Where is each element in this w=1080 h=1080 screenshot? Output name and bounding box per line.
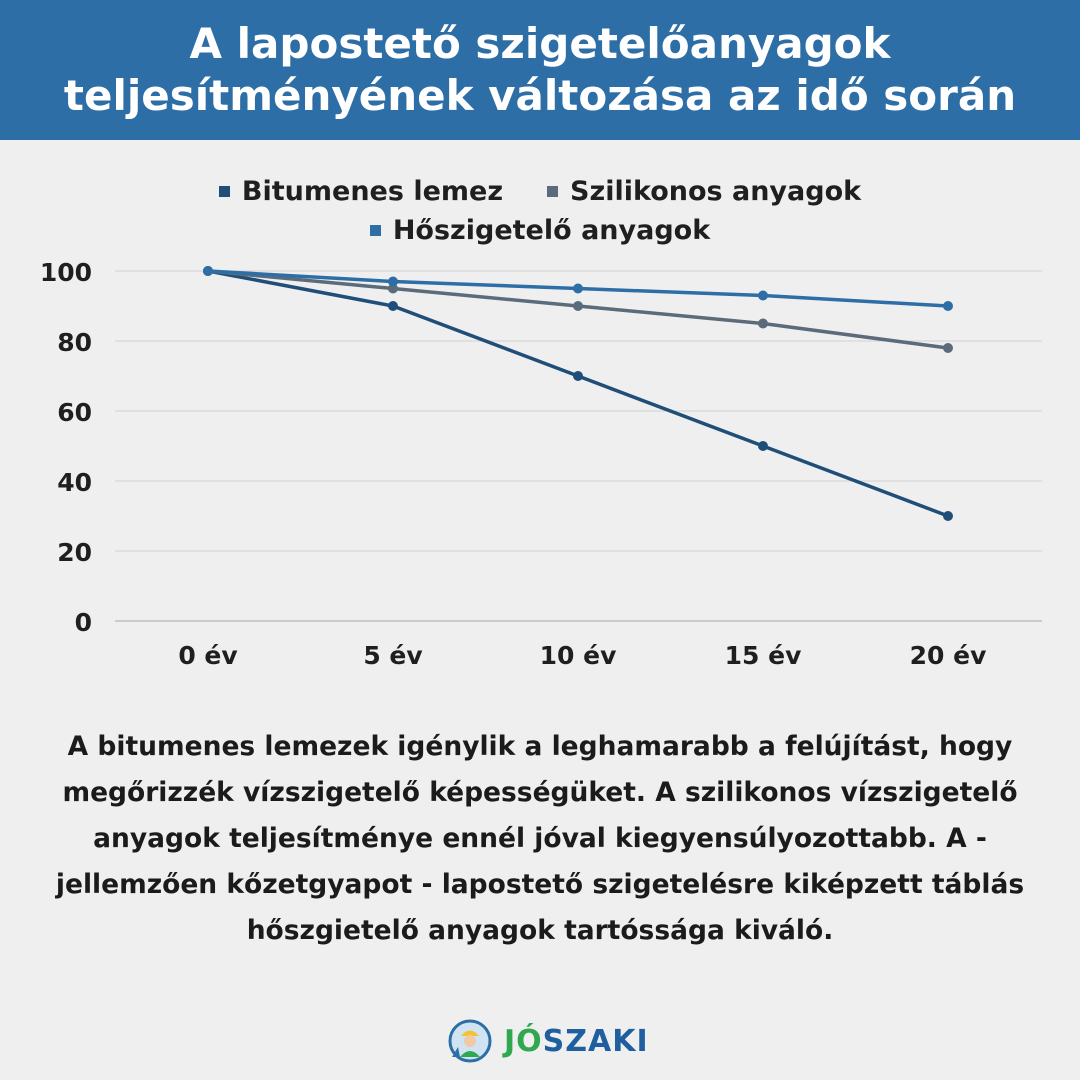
description-line-4: jellemzően kőzetgyapot - lapostető szige… [55, 869, 1025, 900]
legend-item-szilikonos: Szilikonos anyagok [547, 176, 861, 207]
logo-text: JÓSZAKI [504, 1024, 649, 1059]
description-line-5: hőszgietelő anyagok tartóssága kiváló. [246, 915, 834, 946]
x-tick-label-0: 0 év [178, 641, 237, 670]
x-tick-label-3: 15 év [725, 641, 802, 670]
logo-text-jo: JÓ [504, 1023, 543, 1059]
data-point-bitumenes-1 [388, 301, 398, 311]
legend-item-bitumenes: Bitumenes lemez [218, 176, 504, 207]
data-point-bitumenes-3 [758, 441, 768, 451]
data-point-hoszigetelo-2 [573, 283, 583, 294]
y-tick-label-60: 60 [57, 398, 92, 427]
data-point-szilikonos-1 [388, 283, 398, 294]
data-point-bitumenes-4 [943, 511, 953, 521]
title-line-1: A lapostető szigetelőanyagok [189, 19, 891, 68]
legend-label-szilikonos: Szilikonos anyagok [570, 176, 862, 207]
logo-text-szaki: SZAKI [542, 1023, 649, 1059]
y-tick-label-20: 20 [57, 538, 92, 567]
joszaki-logo: JÓSZAKI [446, 1016, 649, 1066]
title-banner: A lapostető szigetelőanyagok teljesítmén… [0, 0, 1080, 140]
legend-row-2: Hőszigetelő anyagok [0, 215, 1080, 246]
legend-row-1: Bitumenes lemez Szilikonos anyagok [0, 176, 1080, 207]
worker-avatar-icon [448, 1019, 492, 1063]
data-point-bitumenes-2 [573, 371, 583, 381]
y-tick-label-40: 40 [57, 468, 92, 497]
legend-label-hoszigetelo: Hőszigetelő anyagok [392, 215, 711, 246]
title-line-2: teljesítményének változása az idő során [63, 71, 1017, 120]
x-tick-label-1: 5 év [363, 641, 422, 670]
description: A bitumenes lemezek igénylik a leghamara… [20, 724, 1060, 954]
y-tick-label-0: 0 [75, 608, 92, 637]
legend-swatch-bitumenes [218, 186, 230, 197]
data-point-hoszigetelo-0 [203, 266, 213, 276]
data-point-szilikonos-2 [573, 301, 583, 311]
line-chart: 0 20 40 60 80 100 0 év 5 év 10 év 15 év 20 év [40, 258, 1042, 670]
y-tick-label-100: 100 [40, 258, 92, 287]
legend-item-hoszigetelo: Hőszigetelő anyagok [369, 215, 711, 246]
data-point-hoszigetelo-3 [758, 290, 768, 301]
description-line-1: A bitumenes lemezek igénylik a leghamara… [67, 731, 1013, 762]
legend-label-bitumenes: Bitumenes lemez [241, 176, 504, 207]
data-point-szilikonos-3 [758, 318, 768, 329]
y-tick-label-80: 80 [57, 328, 92, 357]
legend-swatch-hoszigetelo [369, 225, 381, 236]
x-tick-label-2: 10 év [540, 641, 617, 670]
legend-swatch-szilikonos [547, 186, 559, 197]
data-point-hoszigetelo-4 [943, 301, 953, 311]
data-point-szilikonos-4 [943, 343, 953, 353]
x-tick-label-4: 20 év [910, 641, 987, 670]
data-point-hoszigetelo-1 [388, 276, 398, 287]
description-line-2: megőrizzék vízszigetelő képességüket. A … [62, 777, 1018, 808]
description-line-3: anyagok teljesítménye ennél jóval kiegye… [93, 823, 987, 854]
